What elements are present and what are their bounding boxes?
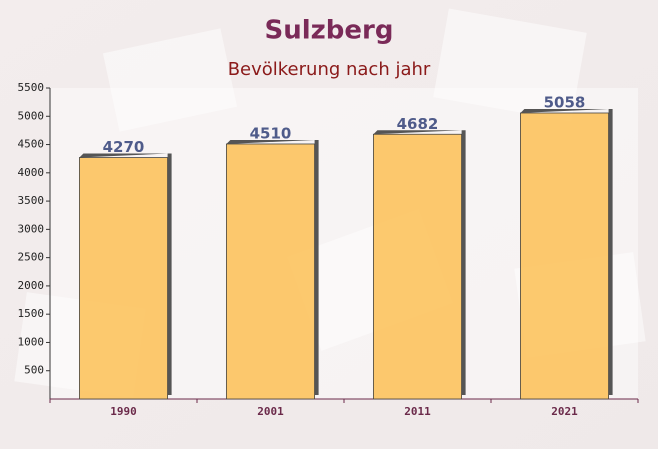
y-tick-label: 3500 <box>18 194 45 207</box>
value-label: 5058 <box>544 93 586 111</box>
y-tick-label: 5500 <box>18 81 45 94</box>
x-tick-label: 1990 <box>110 405 137 418</box>
chart-title: Sulzberg <box>265 16 394 46</box>
y-tick-label: 5000 <box>18 109 45 122</box>
y-tick-label: 2500 <box>18 251 45 264</box>
y-tick-label: 1000 <box>18 335 45 348</box>
y-tick-label: 4000 <box>18 166 45 179</box>
bar <box>225 143 315 400</box>
chart-subtitle: Bevölkerung nach jahr <box>228 59 431 80</box>
value-label: 4682 <box>397 115 439 133</box>
y-tick-label: 1500 <box>18 307 45 320</box>
bar <box>79 157 168 400</box>
x-tick-label: 2011 <box>404 405 431 418</box>
y-tick-label: 2000 <box>18 279 45 292</box>
x-tick-label: 2021 <box>551 405 578 418</box>
y-tick-label: 4500 <box>18 138 45 151</box>
x-tick-label: 2001 <box>257 405 284 418</box>
value-label: 4510 <box>250 124 292 142</box>
bar <box>372 133 462 400</box>
bar <box>520 112 610 400</box>
value-label: 4270 <box>103 138 145 156</box>
y-tick-label: 500 <box>24 364 44 377</box>
y-tick-label: 3000 <box>18 222 45 235</box>
